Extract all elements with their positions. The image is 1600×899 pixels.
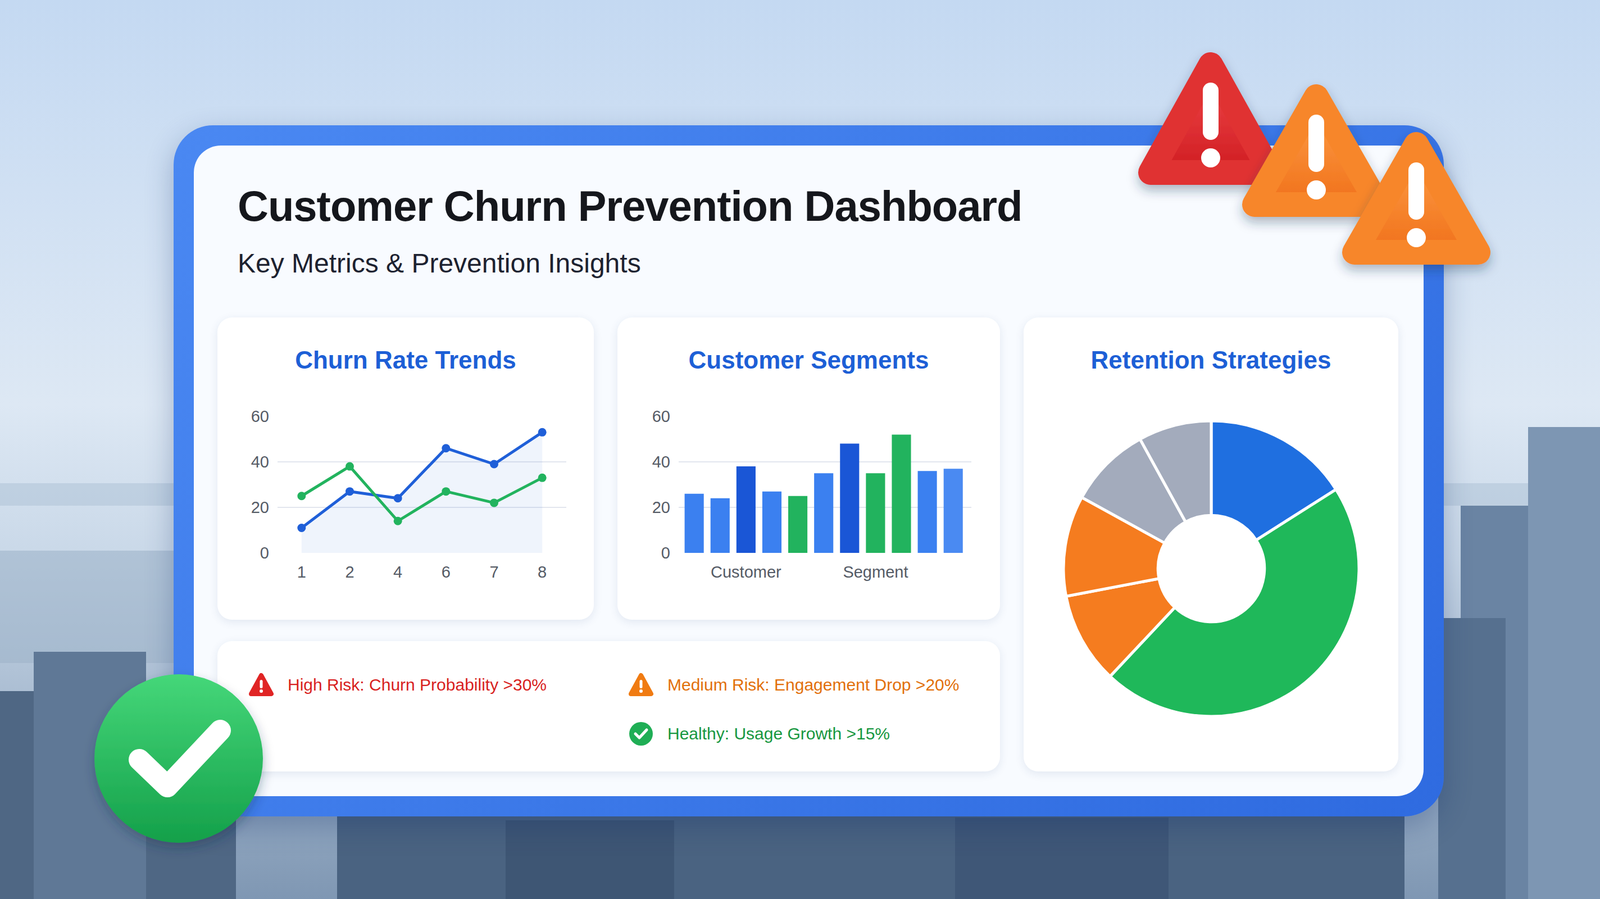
svg-text:40: 40 [652,452,671,471]
svg-text:8: 8 [537,562,547,581]
svg-text:6: 6 [441,562,451,581]
html-text:Healthy: Usage Growth >15%: Healthy: Usage Growth >15% [667,724,890,743]
svg-text:Segment: Segment [842,562,908,581]
html-text:Customer Segments: Customer Segments [688,346,929,374]
svg-text:2: 2 [344,562,354,581]
svg-text:40: 40 [251,452,270,471]
svg-text:0: 0 [661,543,671,562]
html-text:Customer Churn Prevention Dash: Customer Churn Prevention Dashboard [237,182,1023,230]
svg-text:Customer: Customer [710,562,782,581]
svg-text:4: 4 [393,562,403,581]
svg-text:0: 0 [260,543,270,562]
svg-text:20: 20 [652,498,671,517]
html-text:High Risk: Churn Probability >: High Risk: Churn Probability >30% [287,675,547,694]
html-text:Retention Strategies: Retention Strategies [1090,346,1332,374]
svg-text:60: 60 [652,407,671,426]
svg-text:7: 7 [489,562,499,581]
html-text:Key Metrics & Prevention Insig: Key Metrics & Prevention Insights [237,248,641,279]
svg-text:20: 20 [251,498,270,517]
svg-text:60: 60 [251,407,270,426]
html-text:Churn Rate Trends: Churn Rate Trends [295,346,517,374]
svg-text:1: 1 [297,562,307,581]
html-text:Medium Risk: Engagement Drop >: Medium Risk: Engagement Drop >20% [667,675,960,694]
